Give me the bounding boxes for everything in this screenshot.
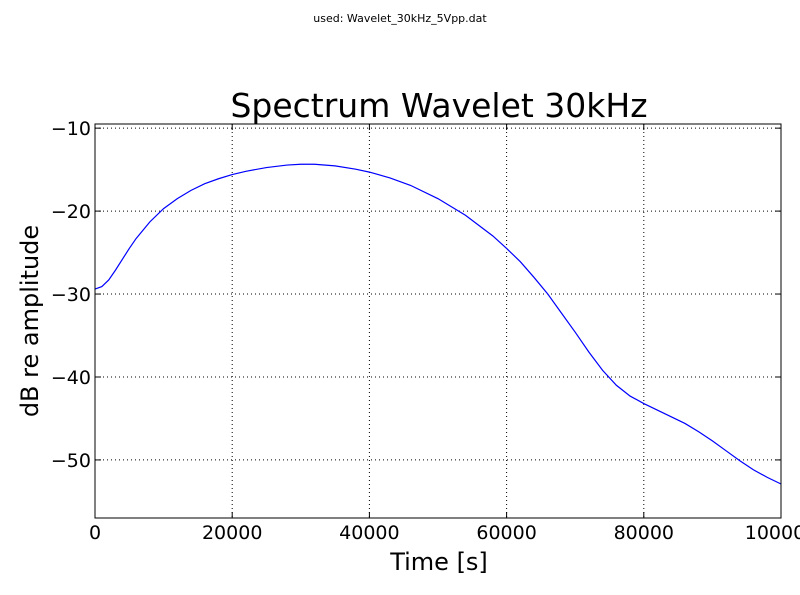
tick-labels: 0 20000 40000 60000 80000 100000 −10 −20 −30 −40 −…: [51, 118, 800, 544]
y-tick-label: −20: [51, 201, 91, 223]
figure-suptitle: used: Wavelet_30kHz_5Vpp.dat: [313, 12, 487, 25]
plot-frame: [94, 123, 782, 519]
plot-area: [95, 124, 781, 518]
x-axis-label: Time [s]: [389, 548, 488, 576]
chart-title: Spectrum Wavelet 30kHz: [230, 86, 647, 125]
y-tick-label: −40: [51, 367, 91, 389]
x-tick-label: 0: [89, 522, 101, 544]
y-tick-label: −10: [51, 118, 91, 140]
x-tick-label: 40000: [339, 522, 399, 544]
x-tick-label: 100000: [745, 522, 800, 544]
y-tick-label: −50: [51, 450, 91, 472]
spectrum-series-line: [94, 163, 782, 485]
y-axis-label: dB re amplitude: [16, 225, 44, 417]
x-tick-label: 80000: [614, 522, 674, 544]
grid-lines: [95, 124, 781, 518]
y-tick-label: −30: [51, 284, 91, 306]
x-tick-label: 20000: [202, 522, 262, 544]
x-tick-label: 60000: [476, 522, 536, 544]
